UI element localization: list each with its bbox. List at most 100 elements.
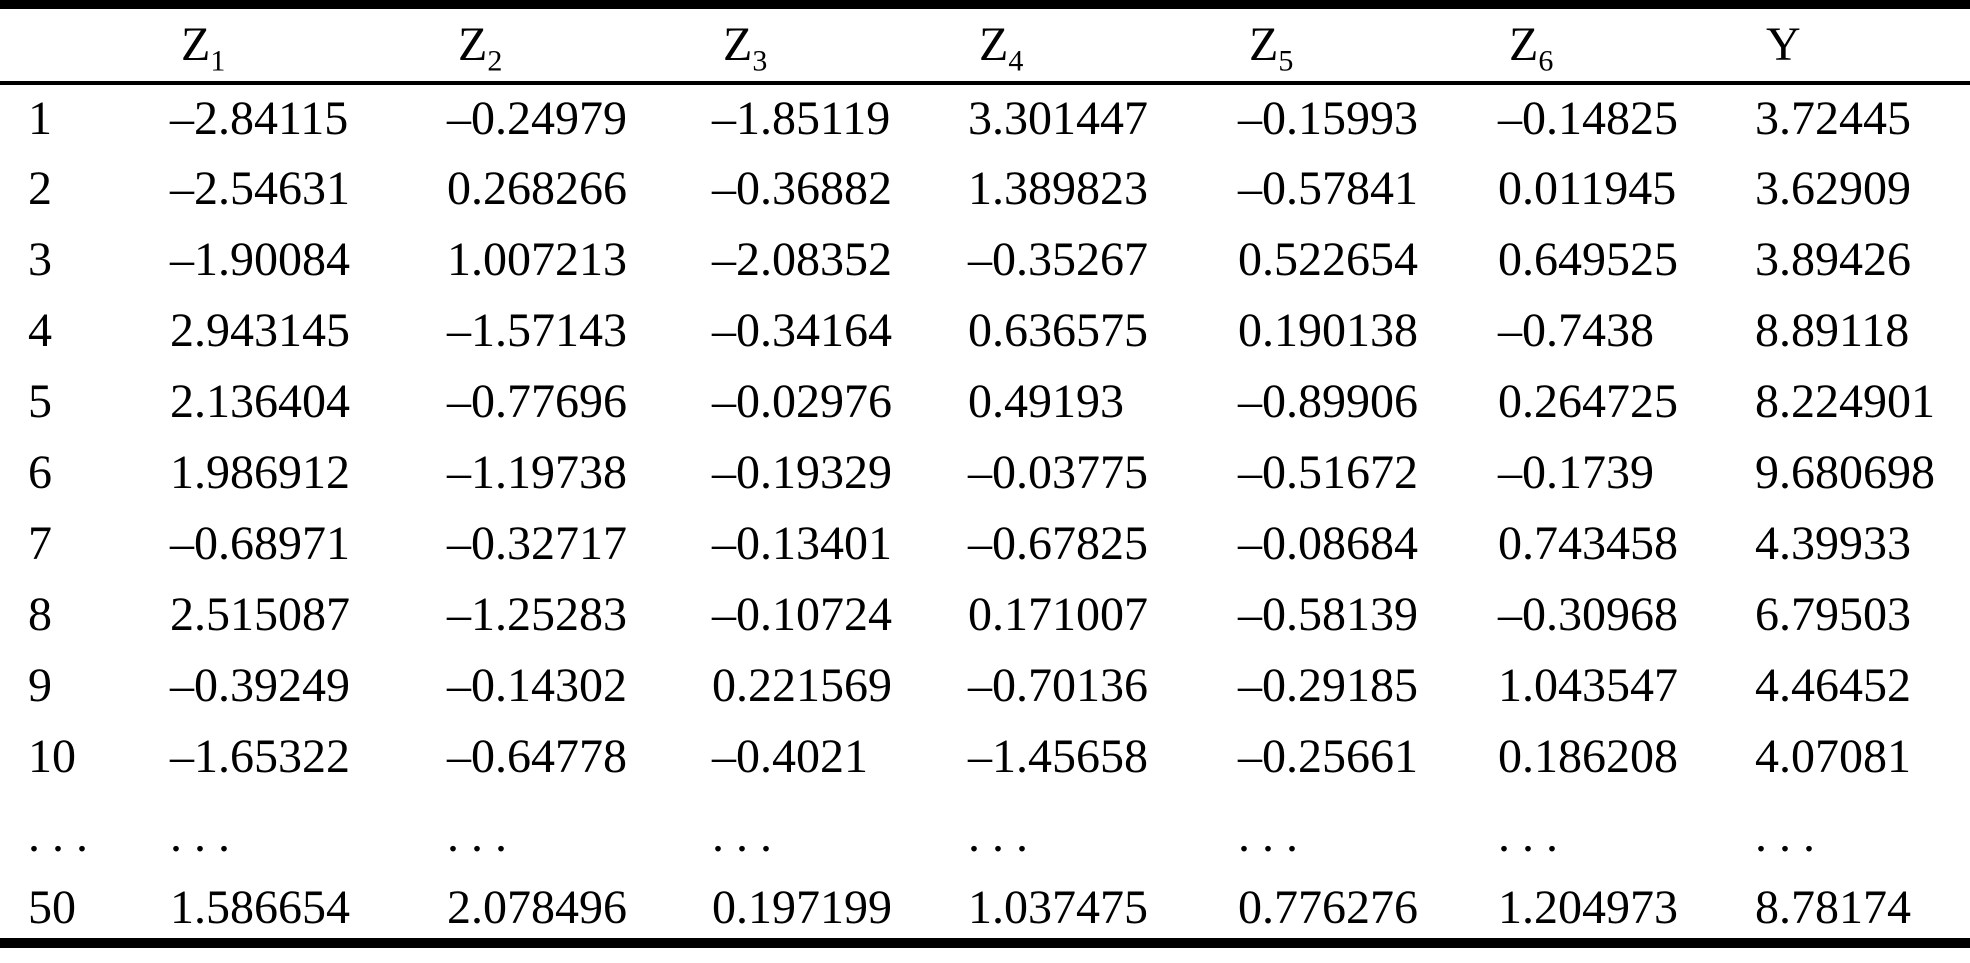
- cell: 8.224901: [1755, 375, 1935, 428]
- cell: 0.743458: [1498, 517, 1678, 570]
- cell: –0.32717: [447, 517, 627, 570]
- cell: –0.7438: [1498, 304, 1654, 357]
- table-row: 5 2.136404 –0.77696 –0.02976 0.49193 –0.89906…: [0, 367, 1970, 438]
- table-row: 3 –1.90084 1.007213 –2.08352 –0.35267 0.52265…: [0, 225, 1970, 296]
- column-header-z5: Z5: [1238, 4, 1498, 85]
- row-number: 8: [28, 588, 52, 641]
- row-number: . . .: [28, 808, 88, 862]
- cell: –0.57841: [1238, 162, 1418, 215]
- cell: 0.190138: [1238, 304, 1418, 357]
- cell: 3.72445: [1755, 92, 1911, 145]
- cell: –0.51672: [1238, 446, 1418, 499]
- cell: –0.10724: [712, 588, 892, 641]
- column-header-subscript: 5: [1278, 44, 1294, 78]
- cell: –0.77696: [447, 375, 627, 428]
- cell: 0.649525: [1498, 233, 1678, 286]
- cell: 2.136404: [170, 375, 350, 428]
- column-header-subscript: 3: [752, 44, 768, 78]
- cell: 4.46452: [1755, 659, 1911, 712]
- cell: –2.84115: [170, 92, 349, 145]
- table-row: 1 –2.84115 –0.24979 –1.85119 3.301447 –0.1599…: [0, 83, 1970, 154]
- row-number: 9: [28, 659, 52, 712]
- row-number: 50: [28, 881, 76, 934]
- row-number: 3: [28, 233, 52, 286]
- cell: 0.522654: [1238, 233, 1418, 286]
- cell: –0.67825: [968, 517, 1148, 570]
- cell: –0.15993: [1238, 92, 1418, 145]
- cell: 6.79503: [1755, 588, 1911, 641]
- cell: 0.186208: [1498, 730, 1678, 783]
- cell: 2.943145: [170, 304, 350, 357]
- table-body: 1 –2.84115 –0.24979 –1.85119 3.301447 –0.1599…: [0, 83, 1970, 943]
- table-row: 7 –0.68971 –0.32717 –0.13401 –0.67825 –0.0868…: [0, 509, 1970, 580]
- column-header-subscript: 1: [210, 44, 226, 78]
- cell: –0.4021: [712, 730, 868, 783]
- table-row: 4 2.943145 –1.57143 –0.34164 0.636575 0.19013…: [0, 296, 1970, 367]
- cell: –2.54631: [170, 162, 350, 215]
- cell: –1.90084: [170, 233, 350, 286]
- cell: 0.776276: [1238, 881, 1418, 934]
- cell: –0.14825: [1498, 92, 1678, 145]
- cell: –0.02976: [712, 375, 892, 428]
- cell: 1.043547: [1498, 659, 1678, 712]
- cell: 1.389823: [968, 162, 1148, 215]
- cell: 2.515087: [170, 588, 350, 641]
- cell: –0.89906: [1238, 375, 1418, 428]
- table-row: 9 –0.39249 –0.14302 0.221569 –0.70136 –0.2918…: [0, 651, 1970, 722]
- row-number: 5: [28, 375, 52, 428]
- column-header-y: Y: [1755, 4, 1970, 85]
- cell: . . .: [1498, 808, 1558, 862]
- cell: . . .: [1755, 808, 1815, 862]
- cell: 1.204973: [1498, 881, 1678, 934]
- cell: 1.037475: [968, 881, 1148, 934]
- cell: –0.64778: [447, 730, 627, 783]
- row-number: 1: [28, 92, 52, 145]
- cell: 0.268266: [447, 162, 627, 215]
- cell: –0.34164: [712, 304, 892, 357]
- column-header-z4: Z4: [968, 4, 1238, 85]
- column-header-z3: Z3: [712, 4, 968, 85]
- table-row: 2 –2.54631 0.268266 –0.36882 1.389823 –0.5784…: [0, 154, 1970, 225]
- row-number: 4: [28, 304, 52, 357]
- cell: –0.36882: [712, 162, 892, 215]
- cell: –0.08684: [1238, 517, 1418, 570]
- table-row: 6 1.986912 –1.19738 –0.19329 –0.03775 –0.5167…: [0, 438, 1970, 509]
- cell: . . .: [968, 808, 1028, 862]
- cell: –0.30968: [1498, 588, 1678, 641]
- cell: –0.39249: [170, 659, 350, 712]
- cell: 0.011945: [1498, 162, 1677, 215]
- table-row: 8 2.515087 –1.25283 –0.10724 0.171007 –0.5813…: [0, 580, 1970, 651]
- cell: 3.301447: [968, 92, 1148, 145]
- cell: 0.636575: [968, 304, 1148, 357]
- cell: . . .: [447, 808, 507, 862]
- row-number: 2: [28, 162, 52, 215]
- row-number-header: [0, 4, 170, 85]
- column-header-z6: Z6: [1498, 4, 1755, 85]
- column-header-z2: Z2: [447, 4, 712, 85]
- cell: –0.35267: [968, 233, 1148, 286]
- cell: 0.171007: [968, 588, 1148, 641]
- cell: 3.62909: [1755, 162, 1911, 215]
- cell: –2.08352: [712, 233, 892, 286]
- column-header-subscript: 4: [1008, 44, 1024, 78]
- cell: –1.85119: [712, 92, 891, 145]
- cell: –0.1739: [1498, 446, 1654, 499]
- row-number: 6: [28, 446, 52, 499]
- cell: –0.70136: [968, 659, 1148, 712]
- cell: –0.03775: [968, 446, 1148, 499]
- cell: –1.19738: [447, 446, 627, 499]
- cell: 2.078496: [447, 881, 627, 934]
- cell: 0.49193: [968, 375, 1124, 428]
- cell: 9.680698: [1755, 446, 1935, 499]
- cell: –1.65322: [170, 730, 350, 783]
- cell: 0.264725: [1498, 375, 1678, 428]
- cell: –1.45658: [968, 730, 1148, 783]
- cell: . . .: [712, 808, 772, 862]
- row-number: 7: [28, 517, 52, 570]
- table-row: . . . . . . . . . . . . . . . . . . . . . . . .: [0, 793, 1970, 879]
- cell: 0.221569: [712, 659, 892, 712]
- cell: 0.197199: [712, 881, 892, 934]
- cell: 4.07081: [1755, 730, 1911, 783]
